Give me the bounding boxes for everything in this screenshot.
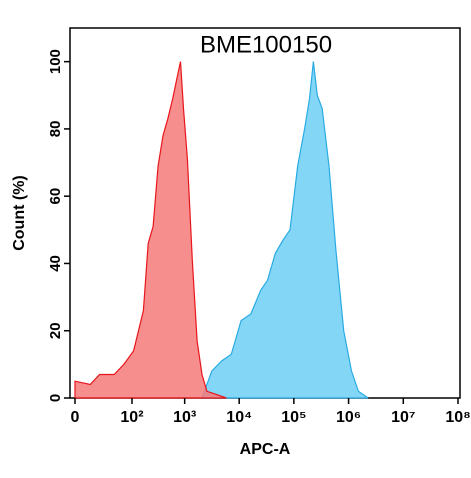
chart-title: BME100150 — [200, 31, 332, 58]
y-axis-label: Count (%) — [11, 175, 28, 251]
y-tick-label: 100 — [47, 49, 64, 74]
x-tick-label: 10⁶ — [336, 409, 361, 426]
x-tick-label: 0 — [71, 409, 80, 426]
x-tick-label: 10⁷ — [391, 409, 415, 426]
areas — [74, 61, 369, 399]
y-tick-label: 0 — [47, 394, 64, 402]
x-tick-label: 10⁵ — [281, 409, 306, 426]
x-tick-label: 10⁴ — [226, 409, 252, 426]
y-tick-label: 60 — [47, 188, 64, 205]
x-tick-label: 10³ — [173, 409, 196, 426]
x-tick-label: 10² — [120, 409, 143, 426]
x-tick-label: 10⁸ — [445, 409, 470, 426]
x-axis-label: APC-A — [240, 441, 291, 458]
y-tick-label: 40 — [47, 255, 64, 272]
y-tick-label: 20 — [47, 322, 64, 339]
y-tick-label: 80 — [47, 121, 64, 138]
histogram-area — [74, 61, 227, 399]
histogram-area — [201, 61, 369, 399]
